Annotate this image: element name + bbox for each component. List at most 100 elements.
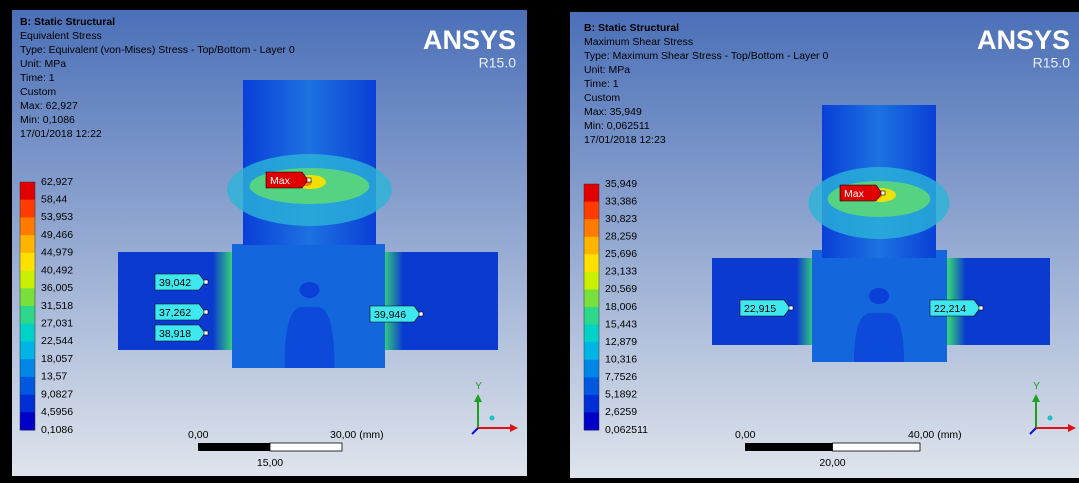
legend-label: 13,57 [41, 371, 67, 383]
screenshot: B: Static Structural Equivalent Stress Typ… [0, 0, 1079, 483]
result-panel: B: Static Structural Equivalent Stress Typ… [12, 10, 527, 476]
legend-swatch [20, 324, 35, 342]
legend-swatch [584, 219, 599, 237]
legend-label: 4,5956 [41, 406, 73, 418]
probe-point [979, 306, 983, 310]
legend-swatch [584, 272, 599, 290]
scale-start: 0,00 [735, 429, 756, 441]
legend-swatch [584, 289, 599, 307]
legend-swatch [584, 237, 599, 255]
result-info: Unit: MPa [584, 64, 630, 76]
result-info: Type: Maximum Shear Stress - Top/Bottom … [584, 50, 828, 62]
legend-label: 58,44 [41, 193, 67, 205]
legend-label: 35,949 [605, 178, 637, 190]
legend-label: 31,518 [41, 300, 73, 312]
legend-label: 0,062511 [605, 424, 648, 436]
scale-bar-black [198, 443, 270, 451]
probe-label: 22,915 [744, 303, 776, 315]
legend-label: 28,259 [605, 230, 637, 242]
result-info: Maximum Shear Stress [584, 36, 693, 48]
result-info: Min: 0,062511 [584, 120, 650, 132]
legend-swatch [584, 307, 599, 325]
ansys-logo: ANSYS [423, 25, 516, 55]
probe-label: 39,946 [374, 309, 406, 321]
triad-origin [1048, 416, 1053, 421]
probe-point [204, 331, 208, 335]
result-info: Max: 62,927 [20, 100, 78, 112]
legend-swatch [584, 412, 599, 430]
scale-bar-white [270, 443, 342, 451]
legend-swatch [20, 341, 35, 359]
legend-label: 62,927 [41, 176, 73, 188]
result-info: Max: 35,949 [584, 106, 642, 118]
legend-swatch [20, 235, 35, 253]
result-info: Custom [584, 92, 620, 104]
legend-label: 5,1892 [605, 389, 637, 401]
legend-swatch [584, 342, 599, 360]
saddle [854, 313, 904, 362]
legend-swatch [20, 271, 35, 289]
legend-swatch [20, 377, 35, 395]
legend-swatch [584, 377, 599, 395]
legend-label: 7,7526 [605, 371, 637, 383]
legend-swatch [20, 359, 35, 377]
legend-swatch [584, 254, 599, 272]
legend-label: 22,544 [41, 335, 73, 347]
legend-label: 20,569 [605, 283, 637, 295]
probe-point [419, 312, 423, 316]
legend-swatch [20, 217, 35, 235]
legend-swatch [20, 395, 35, 413]
result-info: Time: 1 [584, 78, 619, 90]
legend-label: 25,696 [605, 248, 637, 260]
result-info: Min: 0,1086 [20, 114, 75, 126]
scale-end: 30,00 (mm) [330, 429, 384, 441]
probe-point [789, 306, 793, 310]
scale-bar-white [833, 443, 921, 451]
legend-swatch [20, 412, 35, 430]
scale-mid: 20,00 [819, 457, 845, 469]
legend-swatch [584, 395, 599, 413]
legend-label: 2,6259 [605, 406, 637, 418]
scale-start: 0,00 [188, 429, 209, 441]
legend-swatch [20, 182, 35, 200]
legend-swatch [20, 288, 35, 306]
legend-swatch [20, 306, 35, 324]
result-info: 17/01/2018 12:23 [584, 134, 666, 146]
triad-label: Y [1033, 380, 1040, 392]
probe-label: Max [844, 188, 865, 200]
legend-swatch [20, 200, 35, 218]
legend-label: 30,823 [605, 213, 637, 225]
probe-label: Max [270, 175, 291, 187]
legend-swatch [584, 202, 599, 220]
legend-label: 40,492 [41, 264, 73, 276]
result-info: Type: Equivalent (von-Mises) Stress - To… [20, 44, 295, 56]
triad-origin [490, 416, 495, 421]
probe-label: 22,214 [934, 303, 966, 315]
probe-label: 37,262 [159, 307, 191, 319]
legend-label: 18,006 [605, 301, 637, 313]
hole [869, 288, 889, 304]
probe-label: 39,042 [159, 277, 191, 289]
result-info: Time: 1 [20, 72, 55, 84]
result-title: B: Static Structural [20, 16, 115, 28]
legend-label: 53,953 [41, 211, 73, 223]
hole [300, 282, 320, 298]
scale-mid: 15,00 [257, 457, 283, 469]
legend-swatch [584, 325, 599, 343]
ansys-version: R15.0 [1033, 55, 1071, 71]
legend-label: 9,0827 [41, 388, 73, 400]
scale-end: 40,00 (mm) [908, 429, 962, 441]
ansys-logo: ANSYS [977, 25, 1070, 55]
probe-point [307, 178, 311, 182]
legend-label: 33,386 [605, 195, 637, 207]
legend-label: 49,466 [41, 229, 73, 241]
result-info: Equivalent Stress [20, 30, 102, 42]
legend-label: 0,1086 [41, 424, 73, 436]
probe-point [204, 280, 208, 284]
probe-point [204, 310, 208, 314]
legend-label: 12,879 [605, 336, 637, 348]
legend-label: 15,443 [605, 318, 637, 330]
ansys-version: R15.0 [479, 55, 517, 71]
legend-swatch [584, 360, 599, 378]
legend-label: 23,133 [605, 266, 637, 278]
